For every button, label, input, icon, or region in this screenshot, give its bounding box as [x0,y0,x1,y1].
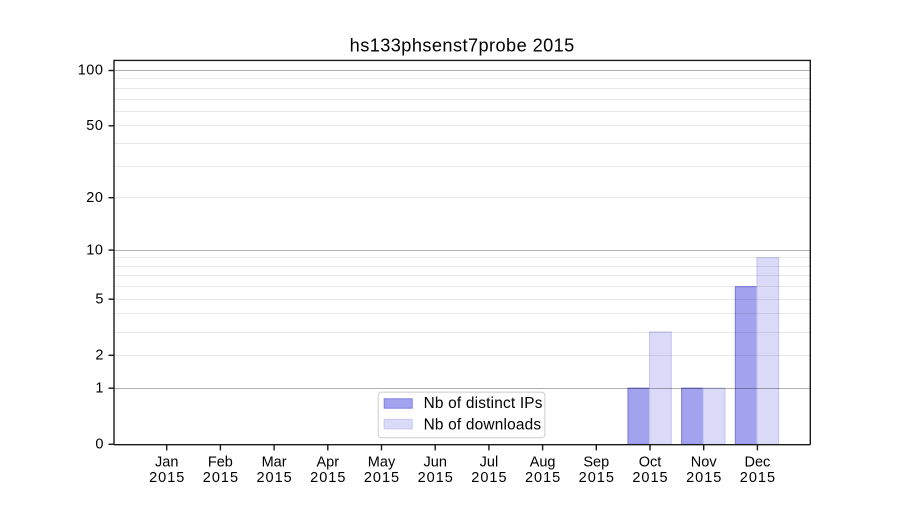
svg-text:1: 1 [95,380,103,396]
svg-text:5: 5 [95,291,103,307]
svg-text:Mar: Mar [262,455,287,471]
svg-text:2015: 2015 [418,470,454,486]
svg-text:2015: 2015 [579,470,615,486]
svg-text:2015: 2015 [471,470,507,486]
svg-text:10: 10 [86,242,103,258]
svg-text:2015: 2015 [203,470,239,486]
svg-text:Jan: Jan [155,455,178,471]
svg-text:2: 2 [95,348,103,364]
svg-text:May: May [368,455,396,471]
svg-text:Jun: Jun [424,455,447,471]
svg-text:2015: 2015 [686,470,722,486]
svg-text:100: 100 [78,63,104,79]
svg-text:2015: 2015 [364,470,400,486]
svg-text:Nb of distinct IPs: Nb of distinct IPs [424,395,543,412]
svg-text:0: 0 [95,437,103,453]
svg-text:2015: 2015 [525,470,561,486]
svg-text:20: 20 [86,190,103,206]
svg-text:Dec: Dec [745,455,771,471]
svg-text:50: 50 [86,118,103,134]
svg-text:2015: 2015 [632,470,668,486]
svg-text:Oct: Oct [639,455,662,471]
svg-text:Aug: Aug [530,455,556,471]
svg-text:Jul: Jul [480,455,499,471]
svg-text:Sep: Sep [583,455,609,471]
svg-text:Nov: Nov [691,455,718,471]
svg-text:2015: 2015 [740,470,776,486]
svg-text:Apr: Apr [317,455,340,471]
svg-text:Feb: Feb [208,455,233,471]
svg-text:Nb of downloads: Nb of downloads [424,417,542,434]
svg-text:2015: 2015 [310,470,346,486]
svg-text:2015: 2015 [256,470,292,486]
svg-text:2015: 2015 [149,470,185,486]
svg-text:hs133phsenst7probe 2015: hs133phsenst7probe 2015 [350,36,575,56]
